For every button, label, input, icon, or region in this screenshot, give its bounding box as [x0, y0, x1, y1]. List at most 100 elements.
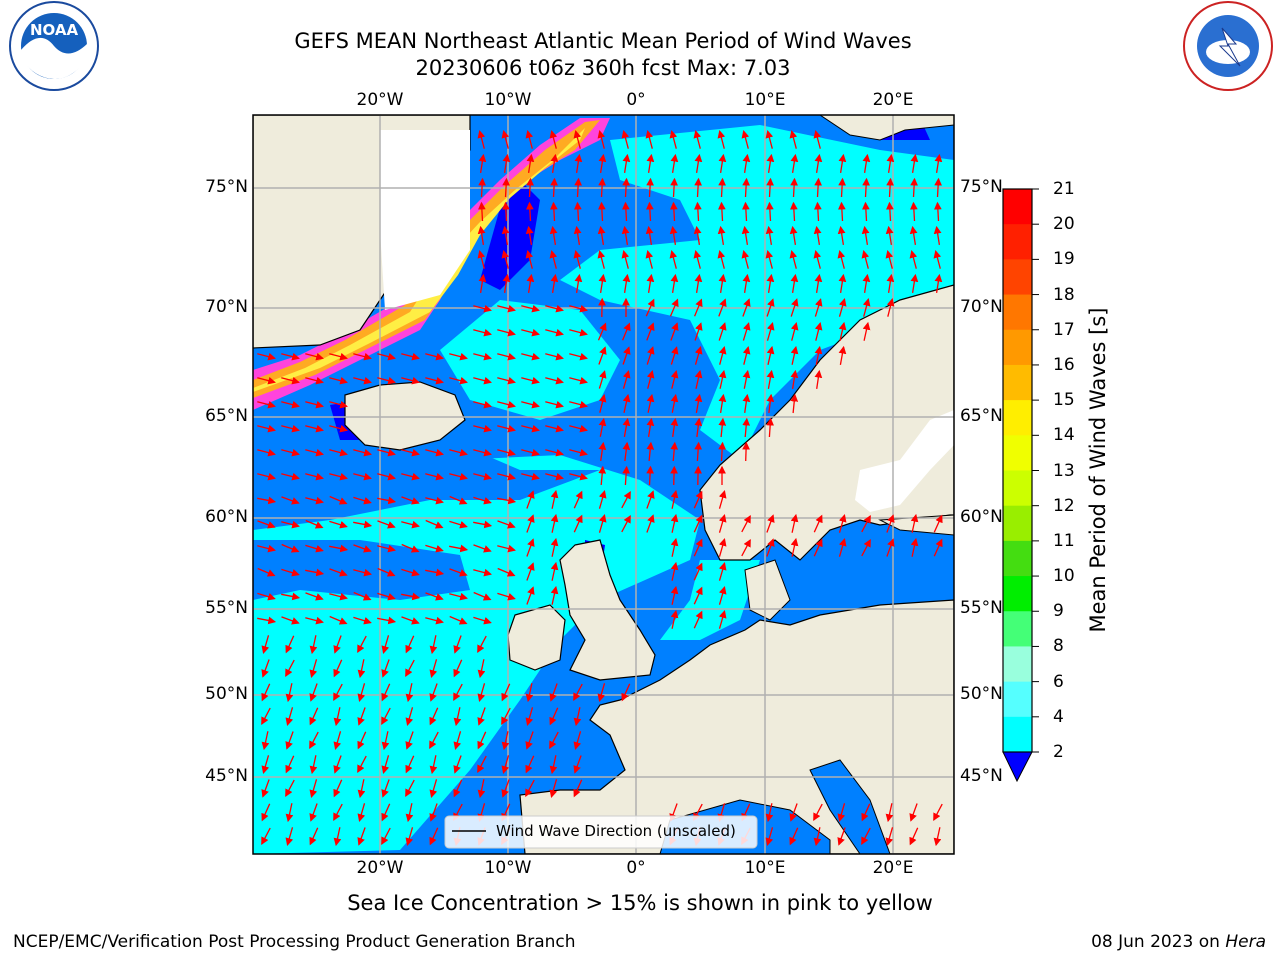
wind-wave-arrow	[261, 731, 270, 751]
wind-wave-arrow	[838, 177, 847, 198]
wind-wave-arrow	[790, 322, 799, 341]
wind-wave-arrow	[622, 465, 631, 486]
wind-wave-arrow	[765, 201, 774, 222]
map-frame	[252, 114, 955, 855]
wind-wave-arrow	[281, 424, 300, 433]
wind-wave-arrow	[261, 707, 271, 726]
wind-wave-arrow	[933, 538, 943, 557]
lat-tick-right: 55°N	[960, 598, 1003, 618]
wind-wave-arrow	[646, 153, 655, 174]
wind-wave-arrow	[309, 659, 318, 678]
wind-wave-arrow	[381, 731, 390, 751]
wind-wave-arrow	[453, 707, 462, 727]
wind-wave-arrow	[573, 225, 582, 246]
wind-wave-arrow	[766, 393, 775, 413]
wind-wave-arrow	[449, 615, 468, 625]
wind-wave-arrow	[281, 616, 300, 625]
wind-wave-arrow	[501, 250, 510, 269]
wind-wave-arrow	[569, 376, 588, 385]
wind-wave-arrow	[401, 472, 420, 481]
wind-wave-arrow	[429, 707, 439, 726]
wind-wave-arrow	[814, 177, 823, 198]
wind-wave-arrow	[597, 322, 607, 341]
colorbar-tick-label: 20	[1053, 214, 1075, 235]
wind-wave-arrow	[305, 616, 324, 625]
wind-wave-arrow	[473, 400, 492, 409]
wind-wave-arrow	[497, 520, 516, 529]
wind-wave-arrow	[377, 352, 396, 361]
wind-wave-arrow	[717, 130, 726, 149]
wind-wave-arrow	[549, 130, 558, 149]
wind-wave-arrow	[281, 472, 300, 481]
wind-wave-arrow	[453, 731, 462, 750]
wind-wave-arrow	[694, 177, 703, 198]
wind-wave-arrow	[766, 345, 775, 365]
colorbar-segment	[1003, 435, 1032, 471]
wind-wave-arrow	[598, 273, 607, 294]
wind-wave-arrow	[305, 568, 325, 577]
wind-wave-arrow	[885, 803, 894, 823]
wind-wave-arrow	[425, 592, 444, 601]
colorbar-tick-label: 10	[1053, 566, 1075, 587]
wind-wave-arrow	[670, 393, 679, 413]
wind-wave-arrow	[598, 346, 607, 365]
wind-wave-arrow	[305, 448, 324, 457]
wind-wave-arrow	[598, 177, 607, 198]
wind-wave-arrow	[909, 201, 918, 222]
wind-wave-arrow	[429, 827, 439, 846]
wind-wave-arrow	[718, 441, 727, 462]
wind-wave-arrow	[622, 273, 631, 294]
wind-wave-arrow	[501, 779, 510, 798]
wind-wave-arrow	[670, 322, 679, 341]
wind-wave-arrow	[933, 514, 943, 533]
lat-tick-left: 60°N	[205, 507, 248, 527]
wind-wave-arrow	[814, 298, 823, 317]
wind-wave-arrow	[497, 424, 516, 433]
wind-wave-arrow	[521, 424, 540, 433]
wind-wave-arrow	[909, 803, 918, 822]
wind-wave-arrow	[789, 250, 798, 269]
wind-wave-arrow	[305, 400, 324, 409]
wind-wave-arrow	[381, 635, 390, 654]
wind-wave-arrow	[329, 615, 348, 625]
wind-wave-arrow	[718, 153, 727, 174]
wind-wave-arrow	[670, 537, 679, 557]
wind-wave-arrow	[718, 586, 727, 605]
colorbar-tick-label: 17	[1053, 319, 1075, 340]
colorbar-label: Mean Period of Wind Waves [s]	[1086, 307, 1110, 633]
wind-wave-arrow	[598, 153, 607, 174]
wind-wave-arrow	[693, 514, 703, 533]
wind-wave-arrow	[257, 400, 276, 409]
wind-wave-arrow	[333, 683, 343, 702]
colorbar-segment	[1003, 505, 1032, 542]
wind-wave-arrow	[694, 417, 703, 437]
wind-wave-arrow	[329, 568, 348, 577]
wind-wave-arrow	[353, 544, 372, 553]
colorbar-tick-label: 19	[1053, 249, 1075, 270]
wind-wave-arrow	[545, 448, 564, 457]
colorbar-tick-label: 2	[1053, 742, 1064, 762]
wind-wave-arrow	[670, 153, 679, 174]
wind-wave-arrow	[837, 827, 846, 846]
wind-wave-arrow	[405, 803, 414, 823]
wind-wave-arrow	[597, 201, 606, 222]
wind-wave-arrow	[573, 683, 583, 702]
wind-wave-arrow	[933, 803, 943, 822]
wind-wave-arrow	[742, 273, 751, 294]
wind-wave-arrow	[521, 352, 540, 361]
wind-wave-arrow	[502, 153, 511, 174]
wind-wave-arrow	[862, 298, 871, 317]
wind-wave-arrow	[329, 352, 348, 361]
wind-wave-arrow	[909, 827, 919, 846]
wind-wave-arrow	[766, 369, 775, 390]
wind-wave-arrow	[694, 273, 703, 294]
wind-wave-arrow	[790, 273, 799, 294]
wind-wave-arrow	[886, 298, 895, 317]
wind-wave-arrow	[789, 130, 798, 149]
wind-wave-arrow	[305, 352, 324, 361]
wind-wave-arrow	[357, 707, 366, 726]
wind-wave-arrow	[886, 514, 895, 533]
wind-wave-arrow	[285, 803, 294, 823]
wind-wave-arrow	[933, 201, 942, 222]
wind-wave-arrow	[425, 376, 444, 385]
